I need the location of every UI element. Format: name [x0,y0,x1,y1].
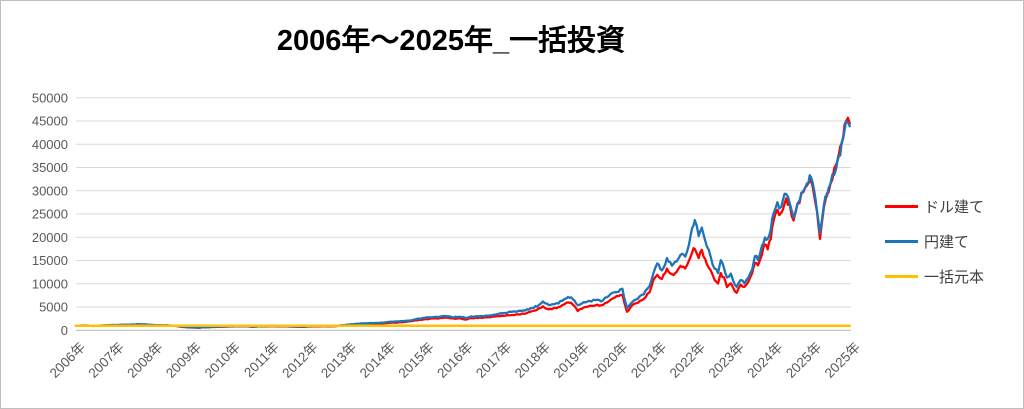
y-tick-label: 50000 [32,90,68,105]
y-tick-label: 10000 [32,276,68,291]
y-tick-label: 25000 [32,207,68,222]
x-tick-label: 2023年 [705,340,746,381]
chart-title: 2006年～2025年_一括投資 [276,25,626,57]
x-tick-label: 2006年 [47,340,88,381]
x-tick-label: 2010年 [202,340,243,381]
x-tick-label: 2020年 [589,340,630,381]
y-tick-label: 15000 [32,253,68,268]
x-tick-label: 2015年 [395,340,436,381]
x-tick-label: 2019年 [550,340,591,381]
x-tick-label: 2007年 [85,340,126,381]
legend-label: ドル建て [924,198,985,216]
x-tick-label: 2013年 [318,340,359,381]
y-tick-label: 0 [61,323,68,338]
legend-label: 円建て [924,233,970,251]
x-tick-label: 2009年 [163,340,204,381]
legend-item-yen: 円建て [885,233,984,251]
y-tick-label: 45000 [32,114,68,129]
x-tick-label: 2011年 [241,340,282,381]
x-tick-label: 2022年 [667,340,708,381]
series-line-1 [74,116,851,329]
x-tick-label: 2025年 [783,340,824,381]
y-tick-label: 20000 [32,230,68,245]
x-tick-label: 2012年 [279,340,320,381]
x-tick-label: 2021年 [628,340,669,381]
series-line-2 [74,120,851,329]
legend-line-icon [885,239,918,243]
legend-item-dollar: ドル建て [885,198,985,216]
x-tick-label: 2014年 [357,340,398,381]
x-tick-label: 2008年 [124,340,165,381]
legend-line-icon [885,204,918,208]
legend-label: 一括元本 [924,268,985,286]
y-tick-label: 40000 [32,137,68,152]
x-tick-label: 2018年 [512,340,553,381]
x-tick-label: 2016年 [434,340,475,381]
y-tick-label: 35000 [32,160,68,175]
legend-item-principal: 一括元本 [885,268,985,286]
x-tick-label: 2025年 [822,340,863,381]
y-tick-label: 30000 [32,183,68,198]
y-tick-label: 5000 [39,300,68,315]
x-tick-label: 2017年 [473,340,514,381]
legend: ドル建て 円建て 一括元本 [885,198,985,286]
x-tick-label: 2024年 [744,340,785,381]
legend-line-icon [885,274,918,278]
